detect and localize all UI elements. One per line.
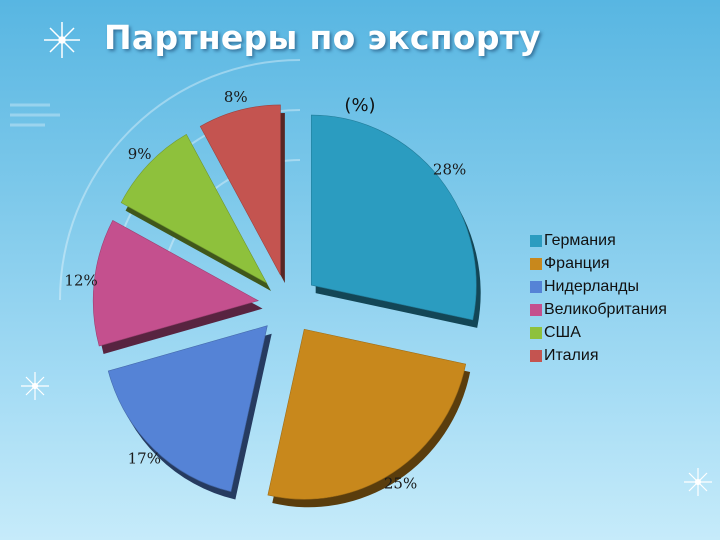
slice-label-france: 25% [384, 475, 417, 493]
legend-item-usa: США [530, 321, 667, 344]
legend-label: Нидерланды [544, 277, 639, 295]
pie-slice-usa [120, 133, 268, 284]
legend-swatch [530, 280, 542, 293]
legend-label: Великобритания [544, 300, 667, 318]
sparkle-icon [44, 22, 80, 58]
legend-item-uk: Великобритания [530, 298, 667, 321]
slice-label-germany: 28% [433, 160, 466, 178]
legend-label: Италия [544, 346, 599, 364]
legend-item-netherlands: Нидерланды [530, 275, 667, 298]
slice-label-uk: 12% [64, 271, 97, 289]
legend-swatch [530, 349, 542, 362]
chart-legend: Германия Франция Нидерланды Великобритания С… [530, 229, 667, 367]
legend-swatch [530, 257, 542, 270]
slide-title: Партнеры по экспорту [104, 18, 541, 57]
decorative-dashes [10, 103, 60, 127]
legend-label: Франция [544, 254, 610, 272]
legend-swatch [530, 303, 542, 316]
slice-label-italy: 8% [224, 88, 248, 106]
legend-label: Германия [544, 231, 616, 249]
sparkle-icon [21, 372, 49, 400]
pie-slice-france [267, 328, 467, 500]
pie-slice-netherlands [107, 325, 268, 492]
chart-title: (%) [344, 95, 375, 116]
legend-item-france: Франция [530, 252, 667, 275]
legend-item-germany: Германия [530, 229, 667, 252]
legend-label: США [544, 323, 581, 341]
pie-slice-uk [92, 219, 259, 347]
pie-slices [92, 104, 477, 500]
pie-slice-germany [310, 114, 477, 321]
legend-item-italy: Италия [530, 344, 667, 367]
pie-slice-italy [199, 104, 281, 276]
slice-label-netherlands: 17% [128, 450, 161, 468]
sparkle-icon [684, 468, 712, 496]
legend-swatch [530, 234, 542, 247]
legend-swatch [530, 326, 542, 339]
slice-label-usa: 9% [128, 145, 152, 163]
